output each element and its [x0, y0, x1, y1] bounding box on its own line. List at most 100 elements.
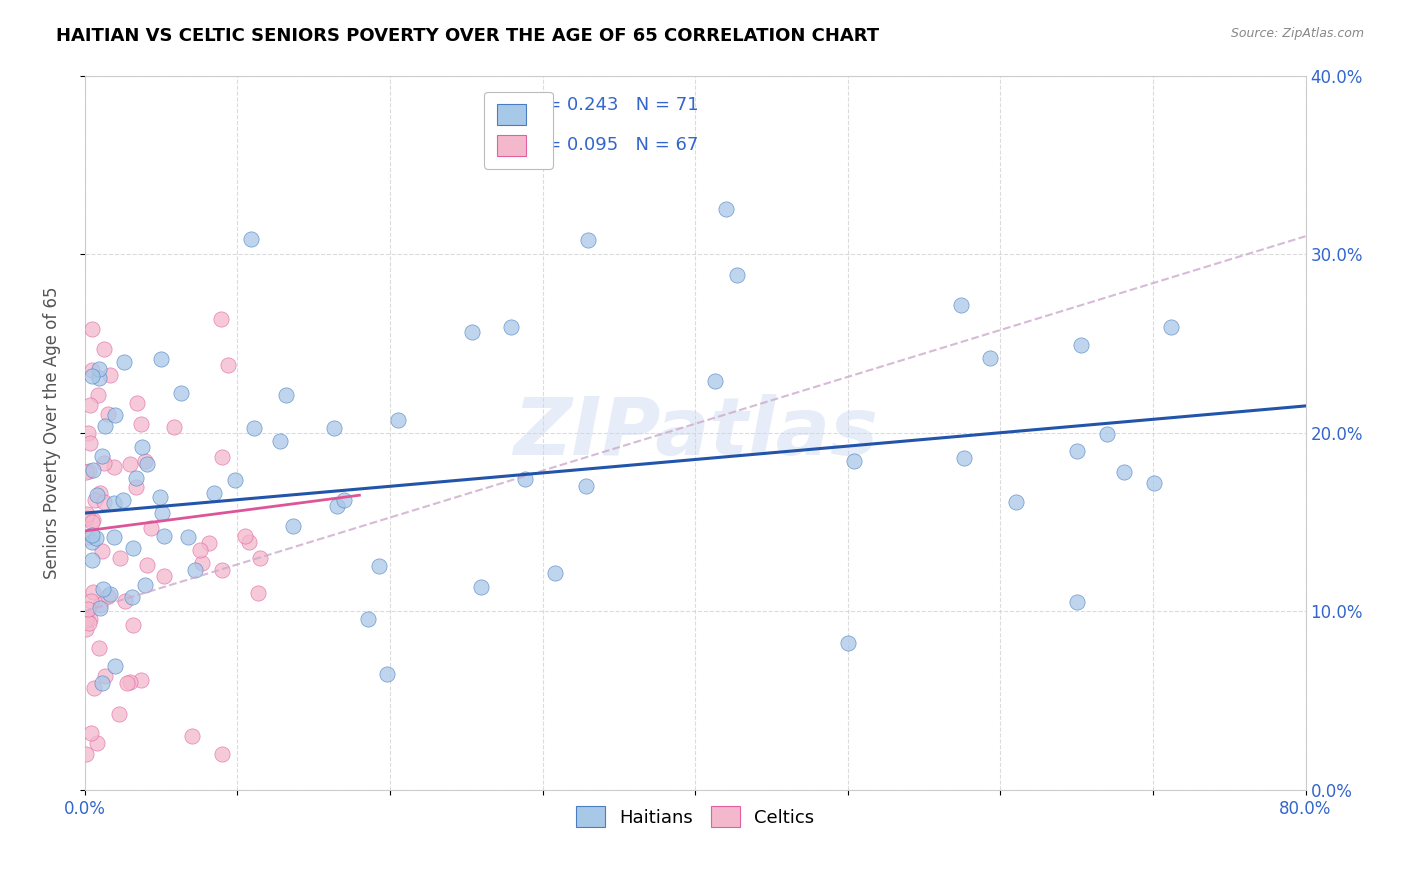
- Point: [84, 493, 107, 508]
- Point: [114, 594, 136, 608]
- Point: [153, 528, 176, 542]
- Point: [82, 363, 104, 377]
- Point: [75, 747, 97, 761]
- Point: [108, 550, 131, 565]
- Point: [93, 582, 115, 596]
- Point: [217, 359, 239, 373]
- Point: [149, 490, 172, 504]
- Point: [76, 508, 98, 522]
- Point: [139, 521, 162, 535]
- Point: [576, 233, 599, 247]
- Point: [136, 458, 159, 472]
- Point: [725, 268, 748, 283]
- Point: [134, 578, 156, 592]
- Point: [150, 352, 173, 367]
- Point: [125, 396, 148, 410]
- Point: [188, 542, 211, 557]
- Point: [98, 587, 121, 601]
- Text: R = 0.095   N = 67: R = 0.095 N = 67: [527, 136, 699, 153]
- Point: [842, 453, 865, 467]
- Point: [75, 623, 97, 637]
- Point: [198, 536, 221, 550]
- Point: [112, 492, 135, 507]
- Point: [87, 362, 110, 376]
- Point: [326, 499, 349, 513]
- Point: [544, 566, 567, 580]
- Point: [93, 343, 115, 357]
- Point: [202, 485, 225, 500]
- Point: [93, 669, 115, 683]
- Point: [242, 420, 264, 434]
- Point: [1005, 495, 1028, 509]
- Point: [136, 558, 159, 572]
- Point: [387, 413, 409, 427]
- Point: [82, 528, 104, 542]
- Point: [170, 385, 193, 400]
- Point: [1160, 320, 1182, 334]
- Point: [211, 450, 233, 464]
- Point: [233, 529, 256, 543]
- Text: R = 0.243   N = 71: R = 0.243 N = 71: [527, 95, 699, 114]
- Point: [77, 464, 100, 478]
- Point: [112, 355, 135, 369]
- Point: [323, 421, 346, 435]
- Point: [118, 457, 141, 471]
- Point: [180, 729, 202, 743]
- Point: [97, 590, 120, 604]
- Point: [375, 667, 398, 681]
- Point: [82, 553, 104, 567]
- Point: [249, 550, 271, 565]
- Point: [367, 559, 389, 574]
- Point: [93, 456, 115, 470]
- Point: [82, 463, 104, 477]
- Point: [86, 488, 108, 502]
- Point: [333, 493, 356, 508]
- Point: [134, 454, 156, 468]
- Point: [82, 513, 104, 527]
- Point: [269, 434, 291, 449]
- Point: [98, 368, 121, 383]
- Point: [80, 515, 103, 529]
- Point: [953, 450, 976, 465]
- Point: [120, 675, 142, 690]
- Point: [82, 585, 104, 599]
- Point: [93, 495, 115, 509]
- Point: [240, 232, 263, 246]
- Point: [191, 557, 214, 571]
- Point: [83, 681, 105, 695]
- Point: [1095, 426, 1118, 441]
- Point: [84, 531, 107, 545]
- Point: [82, 534, 104, 549]
- Point: [1066, 443, 1088, 458]
- Point: [77, 602, 100, 616]
- Point: [837, 636, 859, 650]
- Point: [103, 496, 125, 510]
- Point: [82, 368, 104, 383]
- Point: [211, 563, 233, 577]
- Text: ZIPatlas: ZIPatlas: [513, 393, 877, 472]
- Point: [1066, 595, 1088, 609]
- Point: [238, 535, 260, 549]
- Point: [90, 675, 112, 690]
- Text: Source: ZipAtlas.com: Source: ZipAtlas.com: [1230, 27, 1364, 40]
- Point: [79, 398, 101, 412]
- Point: [75, 613, 97, 627]
- Point: [470, 580, 492, 594]
- Point: [276, 387, 298, 401]
- Point: [131, 440, 153, 454]
- Point: [150, 506, 173, 520]
- Point: [89, 641, 111, 656]
- Text: HAITIAN VS CELTIC SENIORS POVERTY OVER THE AGE OF 65 CORRELATION CHART: HAITIAN VS CELTIC SENIORS POVERTY OVER T…: [56, 27, 879, 45]
- Point: [89, 486, 111, 500]
- Point: [108, 707, 131, 722]
- Point: [79, 616, 101, 631]
- Y-axis label: Seniors Poverty Over the Age of 65: Seniors Poverty Over the Age of 65: [44, 286, 60, 579]
- Point: [121, 591, 143, 605]
- Point: [103, 530, 125, 544]
- Point: [76, 611, 98, 625]
- Point: [75, 465, 97, 479]
- Point: [125, 480, 148, 494]
- Point: [75, 511, 97, 525]
- Point: [87, 370, 110, 384]
- Point: [211, 747, 233, 762]
